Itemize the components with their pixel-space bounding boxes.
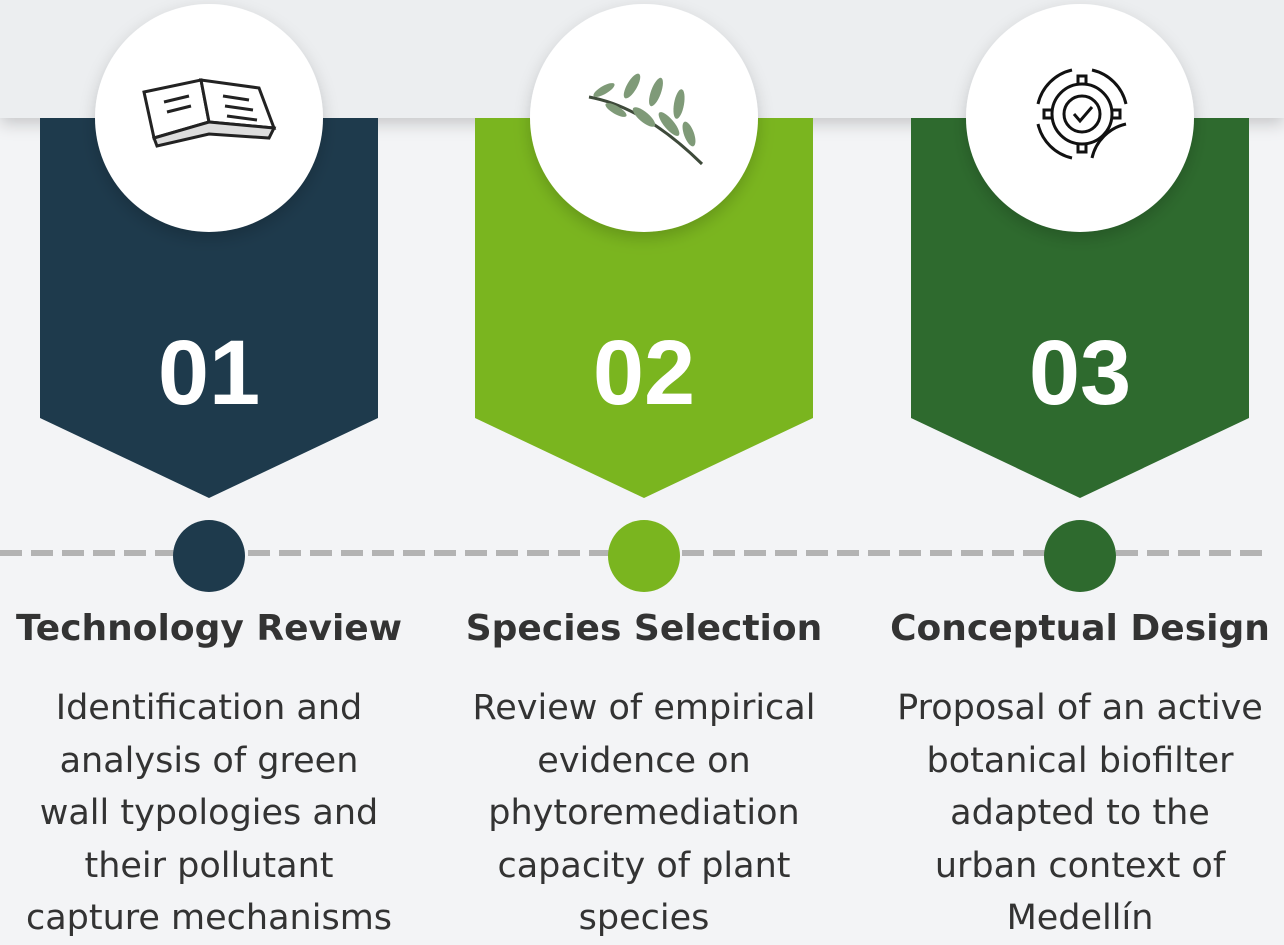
step-description: Proposal of an active botanical biofilter… <box>860 682 1284 945</box>
description-line: wall typologies and <box>39 793 379 833</box>
step-title: Species Selection <box>465 608 823 649</box>
description-line: phytoremediation <box>488 793 800 833</box>
description-line: urban context of <box>934 845 1226 886</box>
step-banner <box>40 118 378 498</box>
timeline-dot <box>173 520 245 592</box>
step-description: Review of empirical evidence on phytoremed… <box>424 682 864 945</box>
description-line: adapted to the <box>950 793 1210 833</box>
description-line: Proposal of an active <box>897 688 1263 728</box>
timeline-dot <box>608 520 680 592</box>
description-line: evidence on <box>537 740 751 781</box>
step-number: 02 <box>593 322 695 424</box>
gear-icon <box>1036 68 1128 160</box>
step-number: 03 <box>1029 322 1131 424</box>
description-line: species <box>578 898 710 938</box>
description-line: botanical biofilter <box>926 740 1234 781</box>
branch-icon <box>588 73 704 166</box>
step-description: Identification and analysis of green wall … <box>0 682 429 945</box>
step-banner <box>475 118 813 498</box>
icon-circle <box>966 4 1194 232</box>
step-title: Technology Review <box>16 608 402 649</box>
step-title: Conceptual Design <box>890 608 1270 649</box>
timeline-dot <box>1044 520 1116 592</box>
icons <box>142 68 1128 166</box>
description-line: their pollutant <box>84 845 334 886</box>
step-banner <box>911 118 1249 498</box>
book-icon <box>142 78 277 148</box>
description-line: capture mechanisms <box>25 898 393 938</box>
description-line: Identification and <box>55 688 363 728</box>
step-number: 01 <box>158 322 260 424</box>
description-line: analysis of green <box>59 740 359 781</box>
description-line: capacity of plant <box>497 845 791 886</box>
description-line: Review of empirical <box>472 688 816 728</box>
description-line: Medellín <box>1006 898 1154 938</box>
